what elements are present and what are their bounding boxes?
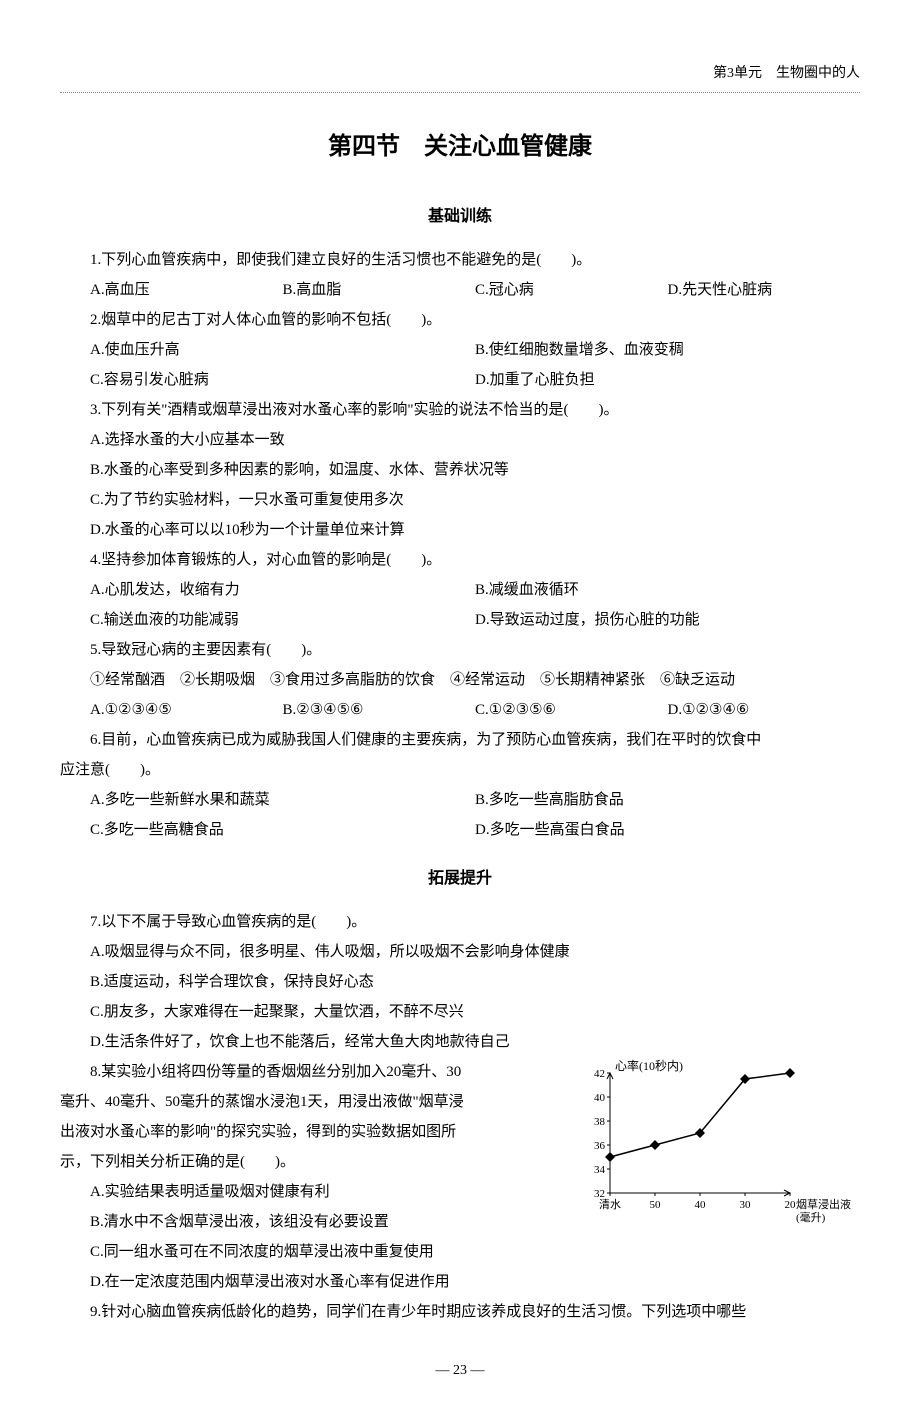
q7-a: A.吸烟显得与众不同，很多明星、伟人吸烟，所以吸烟不会影响身体健康 (60, 937, 860, 967)
svg-text:心率(10秒内): 心率(10秒内) (615, 1058, 683, 1073)
header-divider (60, 92, 860, 93)
q2-a: A.使血压升高 (90, 335, 475, 365)
q7-stem: 7.以下不属于导致心血管疾病的是( )。 (60, 907, 860, 937)
q3-stem: 3.下列有关"酒精或烟草浸出液对水蚤心率的影响"实验的说法不恰当的是( )。 (60, 395, 860, 425)
q5-items: ①经常酗酒 ②长期吸烟 ③食用过多高脂肪的饮食 ④经常运动 ⑤长期精神紧张 ⑥缺… (60, 665, 860, 695)
q5-a: A.①②③④⑤ (90, 695, 283, 725)
section-basic: 基础训练 (60, 201, 860, 233)
q1-c: C.冠心病 (475, 275, 668, 305)
q5-b: B.②③④⑤⑥ (283, 695, 476, 725)
q6-c: C.多吃一些高糖食品 (90, 815, 475, 845)
q1-d: D.先天性心脏病 (668, 275, 861, 305)
q2-options-row1: A.使血压升高 B.使红细胞数量增多、血液变稠 (60, 335, 860, 365)
svg-text:50: 50 (650, 1199, 662, 1211)
q5-d: D.①②③④⑥ (668, 695, 861, 725)
svg-text:20: 20 (785, 1199, 797, 1211)
svg-text:40: 40 (594, 1092, 606, 1104)
q3-c: C.为了节约实验材料，一只水蚤可重复使用多次 (60, 485, 860, 515)
q8-a: A.实验结果表明适量吸烟对健康有利 (60, 1177, 570, 1207)
q6-options-row1: A.多吃一些新鲜水果和蔬菜 B.多吃一些高脂肪食品 (60, 785, 860, 815)
q3-a: A.选择水蚤的大小应基本一致 (60, 425, 860, 455)
svg-text:40: 40 (695, 1199, 707, 1211)
q5-stem: 5.导致冠心病的主要因素有( )。 (60, 635, 860, 665)
svg-text:30: 30 (740, 1199, 752, 1211)
q4-options-row1: A.心肌发达，收缩有力 B.减缓血液循环 (60, 575, 860, 605)
q6-a: A.多吃一些新鲜水果和蔬菜 (90, 785, 475, 815)
q2-d: D.加重了心脏负担 (475, 365, 860, 395)
q4-a: A.心肌发达，收缩有力 (90, 575, 475, 605)
svg-text:(毫升): (毫升) (796, 1210, 826, 1224)
page-number: — 23 — (60, 1357, 860, 1385)
q4-stem: 4.坚持参加体育锻炼的人，对心血管的影响是( )。 (60, 545, 860, 575)
q9-stem: 9.针对心脑血管疾病低龄化的趋势，同学们在青少年时期应该养成良好的生活习惯。下列… (60, 1297, 860, 1327)
svg-text:清水: 清水 (599, 1198, 621, 1211)
q8-b: B.清水中不含烟草浸出液，该组没有必要设置 (60, 1207, 570, 1237)
q6-stem2: 应注意( )。 (60, 755, 860, 785)
page-title: 第四节 关注心血管健康 (60, 123, 860, 171)
q3-d: D.水蚤的心率可以以10秒为一个计量单位来计算 (60, 515, 860, 545)
q2-stem: 2.烟草中的尼古丁对人体心血管的影响不包括( )。 (60, 305, 860, 335)
header-unit: 第3单元 生物圈中的人 (60, 60, 860, 88)
q8-stem1: 8.某实验小组将四份等量的香烟烟丝分别加入20毫升、30 (60, 1057, 570, 1087)
q8-chart: 323436384042清水50403020心率(10秒内)烟草浸出液(毫升) (580, 1057, 860, 1227)
q2-b: B.使红细胞数量增多、血液变稠 (475, 335, 860, 365)
q6-b: B.多吃一些高脂肪食品 (475, 785, 860, 815)
q3-b: B.水蚤的心率受到多种因素的影响，如温度、水体、营养状况等 (60, 455, 860, 485)
q8-stem4: 示，下列相关分析正确的是( )。 (60, 1147, 570, 1177)
q7-b: B.适度运动，科学合理饮食，保持良好心态 (60, 967, 860, 997)
q5-c: C.①②③⑤⑥ (475, 695, 668, 725)
q1-a: A.高血压 (90, 275, 283, 305)
svg-text:36: 36 (594, 1140, 606, 1152)
q6-d: D.多吃一些高蛋白食品 (475, 815, 860, 845)
svg-text:38: 38 (594, 1116, 606, 1128)
q4-d: D.导致运动过度，损伤心脏的功能 (475, 605, 860, 635)
q2-options-row2: C.容易引发心脏病 D.加重了心脏负担 (60, 365, 860, 395)
svg-text:34: 34 (594, 1164, 606, 1176)
svg-text:42: 42 (594, 1068, 605, 1080)
q4-options-row2: C.输送血液的功能减弱 D.导致运动过度，损伤心脏的功能 (60, 605, 860, 635)
q4-c: C.输送血液的功能减弱 (90, 605, 475, 635)
q7-d: D.生活条件好了，饮食上也不能落后，经常大鱼大肉地款待自己 (60, 1027, 860, 1057)
q8-stem2: 毫升、40毫升、50毫升的蒸馏水浸泡1天，用浸出液做"烟草浸 (60, 1087, 570, 1117)
q6-options-row2: C.多吃一些高糖食品 D.多吃一些高蛋白食品 (60, 815, 860, 845)
q1-stem: 1.下列心血管疾病中，即使我们建立良好的生活习惯也不能避免的是( )。 (60, 245, 860, 275)
q8-c: C.同一组水蚤可在不同浓度的烟草浸出液中重复使用 (60, 1237, 570, 1267)
q7-c: C.朋友多，大家难得在一起聚聚，大量饮酒，不醉不尽兴 (60, 997, 860, 1027)
q8-stem3: 出液对水蚤心率的影响"的探究实验，得到的实验数据如图所 (60, 1117, 570, 1147)
q4-b: B.减缓血液循环 (475, 575, 860, 605)
q1-b: B.高血脂 (283, 275, 476, 305)
q5-options: A.①②③④⑤ B.②③④⑤⑥ C.①②③⑤⑥ D.①②③④⑥ (60, 695, 860, 725)
q2-c: C.容易引发心脏病 (90, 365, 475, 395)
section-extend: 拓展提升 (60, 863, 860, 895)
q8-d: D.在一定浓度范围内烟草浸出液对水蚤心率有促进作用 (60, 1267, 860, 1297)
q6-stem1: 6.目前，心血管疾病已成为威胁我国人们健康的主要疾病，为了预防心血管疾病，我们在… (60, 725, 860, 755)
svg-text:烟草浸出液: 烟草浸出液 (796, 1197, 851, 1211)
q1-options: A.高血压 B.高血脂 C.冠心病 D.先天性心脏病 (60, 275, 860, 305)
q8-block: 8.某实验小组将四份等量的香烟烟丝分别加入20毫升、30 毫升、40毫升、50毫… (60, 1057, 860, 1267)
